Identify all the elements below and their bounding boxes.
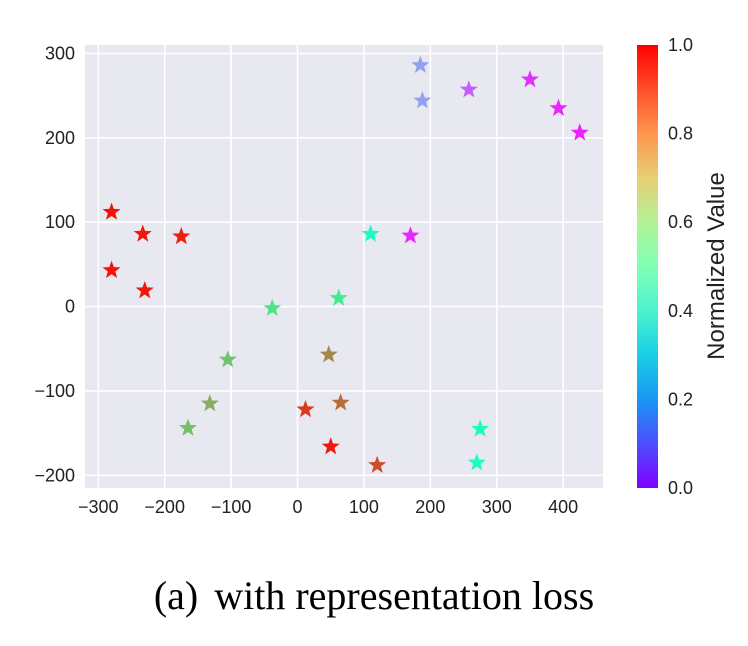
x-axis-ticks: −300 −200 −100 0 100 200 300 400 xyxy=(78,497,578,517)
scatter-point-star xyxy=(520,70,539,88)
colorbar-tick-label: 0.6 xyxy=(668,212,693,232)
figure-caption: (a) with representation loss xyxy=(0,572,748,619)
scatter-point-star xyxy=(413,91,432,109)
scatter-point-star xyxy=(200,394,219,412)
colorbar xyxy=(637,45,658,488)
caption-label: (a) xyxy=(153,573,199,618)
caption-text: with representation loss xyxy=(214,573,595,618)
colorbar-ticks: 0.0 0.2 0.4 0.6 0.8 1.0 xyxy=(668,35,693,498)
scatter-point-star xyxy=(549,98,568,116)
scatter-point-star xyxy=(401,226,420,244)
x-tick-label: 100 xyxy=(349,497,379,517)
colorbar-tick-label: 0.8 xyxy=(668,124,693,144)
colorbar-tick-label: 0.0 xyxy=(668,478,693,498)
scatter-point-star xyxy=(467,453,486,471)
scatter-point-star xyxy=(361,224,380,242)
scatter-chart: −300 −200 −100 0 100 200 300 400 −200−100010020… xyxy=(34,35,730,517)
scatter-point-star xyxy=(368,455,387,473)
plot-area xyxy=(85,45,603,488)
x-tick-label: −100 xyxy=(211,497,252,517)
scatter-point-star xyxy=(218,350,237,368)
x-tick-label: 200 xyxy=(415,497,445,517)
scatter-point-star xyxy=(570,123,589,141)
scatter-point-star xyxy=(411,55,430,73)
scatter-point-star xyxy=(133,224,152,242)
y-tick-label: 0 xyxy=(65,297,75,317)
scatter-point-star xyxy=(102,260,121,278)
y-tick-label: −100 xyxy=(34,381,75,401)
colorbar-tick-label: 0.4 xyxy=(668,301,693,321)
scatter-point-star xyxy=(172,227,191,245)
scatter-point-star xyxy=(321,437,340,455)
x-tick-label: −200 xyxy=(144,497,185,517)
x-tick-label: 400 xyxy=(548,497,578,517)
y-axis-ticks: −200 −100 0 100 200 300 xyxy=(34,43,75,485)
x-tick-label: 0 xyxy=(293,497,303,517)
scatter-point-star xyxy=(459,80,478,98)
y-tick-label: −200 xyxy=(34,465,75,485)
x-tick-label: −300 xyxy=(78,497,119,517)
x-tick-label: 300 xyxy=(482,497,512,517)
scatter-point-star xyxy=(135,281,154,299)
scatter-point-star xyxy=(329,288,348,306)
y-tick-label: 200 xyxy=(45,128,75,148)
colorbar-tick-label: 0.2 xyxy=(668,389,693,409)
data-points xyxy=(102,55,589,473)
y-tick-label: 300 xyxy=(45,43,75,63)
colorbar-tick-label: 1.0 xyxy=(668,35,693,55)
grid-lines xyxy=(85,45,603,488)
scatter-point-star xyxy=(296,400,315,418)
scatter-point-star xyxy=(471,419,490,437)
scatter-point-star xyxy=(178,418,197,436)
y-tick-label: 100 xyxy=(45,212,75,232)
scatter-point-star xyxy=(263,298,282,316)
scatter-point-star xyxy=(331,393,350,411)
scatter-point-star xyxy=(102,202,121,220)
scatter-point-star xyxy=(319,345,338,363)
colorbar-label: Normalized Value xyxy=(703,172,730,360)
